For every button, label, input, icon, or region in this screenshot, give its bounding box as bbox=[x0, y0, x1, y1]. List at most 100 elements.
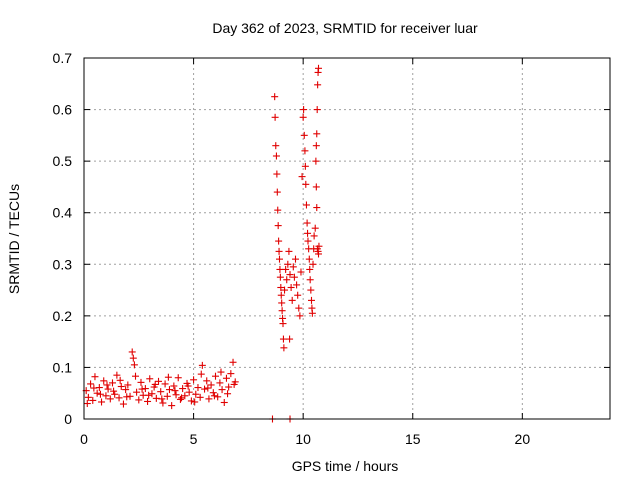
data-point bbox=[285, 247, 293, 255]
data-point bbox=[144, 397, 152, 405]
y-axis-label: SRMTID / TECUs bbox=[6, 184, 22, 294]
data-point bbox=[96, 390, 104, 398]
data-point bbox=[309, 260, 317, 268]
data-point bbox=[227, 370, 235, 378]
data-point bbox=[205, 395, 213, 403]
data-point bbox=[315, 242, 323, 250]
data-point bbox=[279, 320, 287, 328]
data-point bbox=[301, 147, 309, 155]
data-point bbox=[224, 390, 232, 398]
data-point bbox=[87, 380, 95, 388]
data-point bbox=[103, 381, 111, 389]
data-point bbox=[281, 286, 289, 294]
data-point bbox=[104, 385, 112, 393]
data-point bbox=[273, 188, 281, 196]
data-point bbox=[296, 312, 304, 320]
data-point bbox=[135, 396, 143, 404]
data-point bbox=[272, 152, 280, 160]
chart-title: Day 362 of 2023, SRMTID for receiver lua… bbox=[212, 20, 478, 36]
data-point bbox=[84, 393, 92, 401]
data-point bbox=[271, 113, 279, 121]
data-point bbox=[207, 381, 215, 389]
data-point bbox=[123, 393, 131, 401]
data-point bbox=[301, 162, 309, 170]
data-point bbox=[286, 271, 294, 279]
data-point bbox=[299, 113, 307, 121]
data-point bbox=[295, 304, 303, 312]
data-point bbox=[287, 283, 295, 291]
data-point bbox=[308, 309, 316, 317]
data-point bbox=[174, 374, 182, 382]
data-point bbox=[312, 142, 320, 150]
x-axis-label: GPS time / hours bbox=[292, 458, 399, 474]
data-point bbox=[286, 335, 294, 343]
data-point bbox=[108, 379, 116, 387]
data-point bbox=[138, 385, 146, 393]
y-tick-label: 0.7 bbox=[53, 50, 73, 66]
data-point bbox=[185, 388, 193, 396]
data-point bbox=[277, 291, 285, 299]
data-point bbox=[129, 354, 137, 362]
data-point bbox=[294, 291, 302, 299]
data-point bbox=[122, 386, 130, 394]
data-point bbox=[310, 232, 318, 240]
data-point bbox=[274, 222, 282, 230]
data-point bbox=[151, 380, 159, 388]
data-point bbox=[307, 286, 315, 294]
data-point bbox=[130, 361, 138, 369]
data-point bbox=[280, 344, 288, 352]
data-point bbox=[230, 380, 238, 388]
y-axis-ticks: 0 0.1 0.2 0.3 0.4 0.5 0.6 0.7 bbox=[53, 50, 610, 427]
y-tick-label: 0 bbox=[64, 411, 72, 427]
data-point bbox=[303, 219, 311, 227]
y-tick-label: 0.5 bbox=[53, 153, 73, 169]
data-point bbox=[302, 201, 310, 209]
data-point bbox=[293, 281, 301, 289]
data-point bbox=[283, 276, 291, 284]
x-tick-label: 5 bbox=[190, 431, 198, 447]
data-point bbox=[313, 106, 321, 114]
data-point bbox=[164, 373, 172, 381]
data-point bbox=[315, 64, 323, 72]
data-point bbox=[312, 157, 320, 165]
data-point bbox=[115, 394, 123, 402]
data-point bbox=[300, 131, 308, 139]
data-point bbox=[178, 394, 186, 402]
data-point bbox=[187, 397, 195, 405]
data-point bbox=[184, 382, 192, 390]
data-point bbox=[155, 377, 163, 385]
data-point bbox=[278, 307, 286, 315]
data-point bbox=[176, 395, 184, 403]
data-point bbox=[204, 384, 212, 392]
data-point bbox=[306, 276, 314, 284]
data-point bbox=[172, 391, 180, 399]
data-point bbox=[276, 273, 284, 281]
data-point bbox=[191, 398, 199, 406]
data-point bbox=[311, 224, 319, 232]
y-tick-label: 0.3 bbox=[53, 256, 73, 272]
data-point bbox=[291, 255, 299, 263]
data-point bbox=[201, 385, 209, 393]
data-point bbox=[300, 106, 308, 114]
data-point bbox=[271, 93, 279, 101]
data-point bbox=[278, 299, 286, 307]
data-point bbox=[273, 170, 281, 178]
data-point bbox=[124, 381, 132, 389]
data-point bbox=[158, 395, 166, 403]
data-point bbox=[146, 375, 154, 383]
y-tick-label: 0.2 bbox=[53, 308, 73, 324]
data-point bbox=[132, 372, 140, 380]
data-point bbox=[196, 393, 204, 401]
y-tick-label: 0.1 bbox=[53, 359, 73, 375]
data-point bbox=[165, 386, 173, 394]
data-point bbox=[168, 402, 176, 410]
data-point bbox=[190, 376, 198, 384]
x-tick-label: 15 bbox=[405, 431, 421, 447]
data-point bbox=[302, 180, 310, 188]
plot-frame bbox=[83, 57, 611, 420]
data-point bbox=[313, 204, 321, 212]
data-point bbox=[209, 389, 217, 397]
data-point bbox=[117, 383, 125, 391]
data-point bbox=[91, 373, 99, 381]
data-point bbox=[90, 384, 98, 392]
